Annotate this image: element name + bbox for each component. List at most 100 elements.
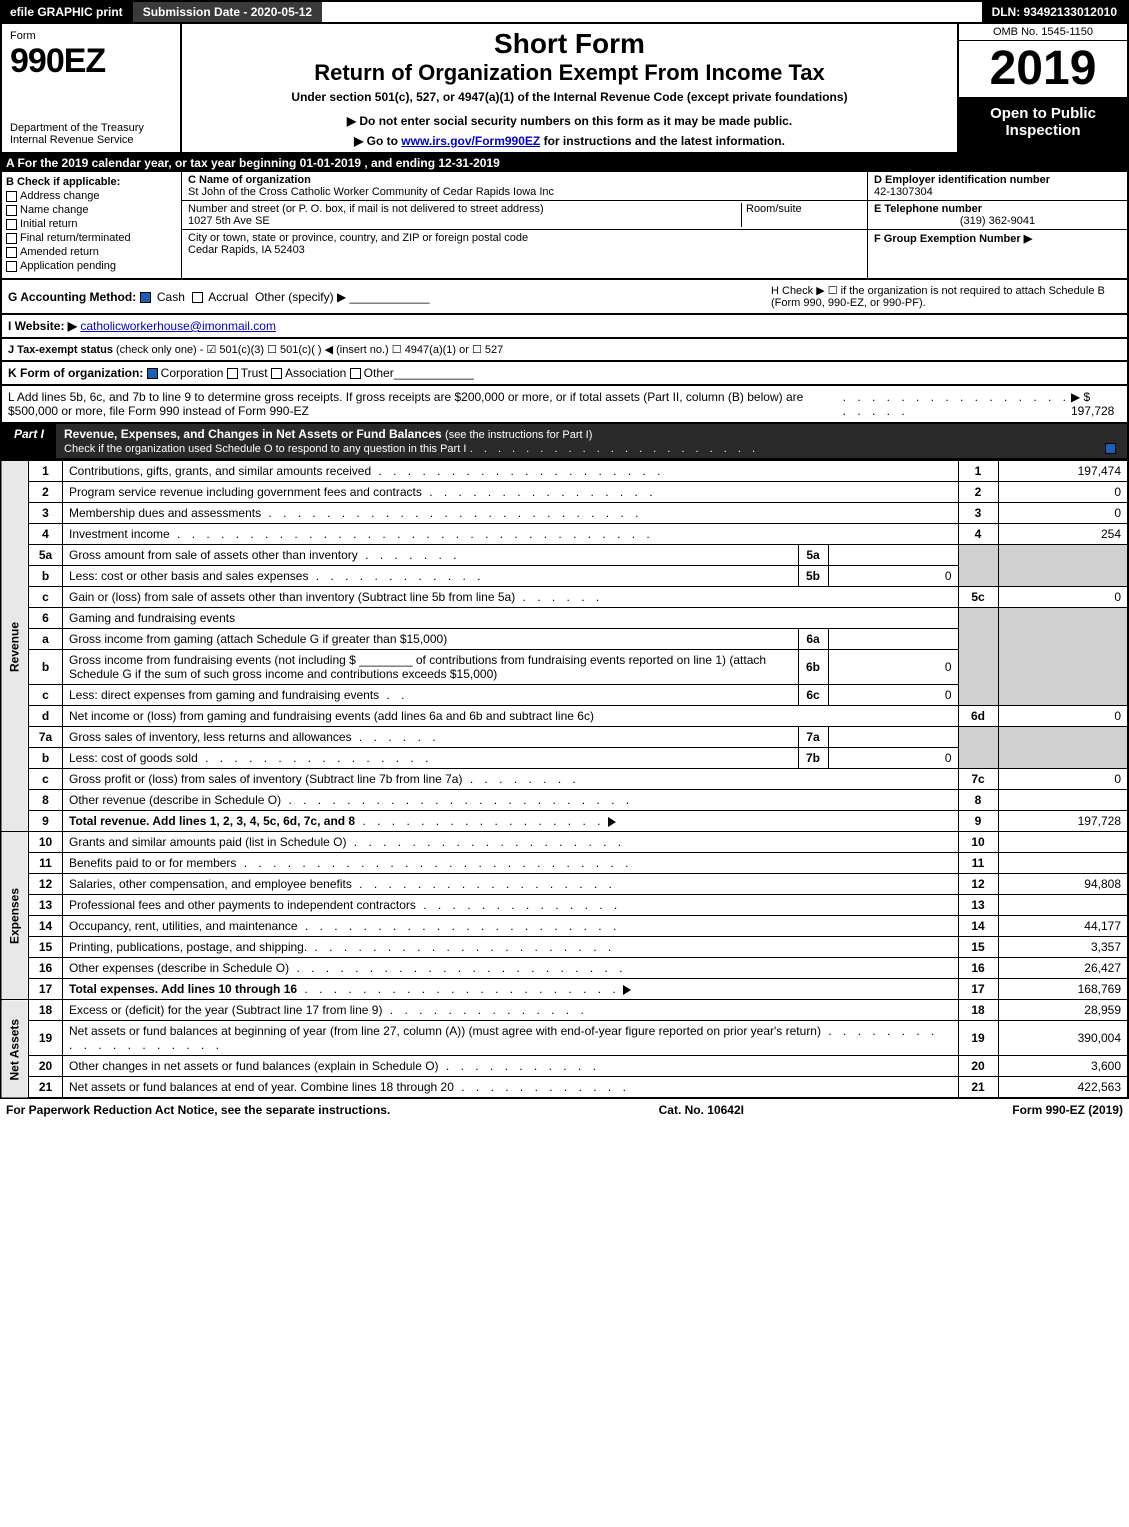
form-label: Form (10, 30, 172, 42)
k-label: K Form of organization: (8, 366, 143, 380)
line-16: 16 Other expenses (describe in Schedule … (1, 958, 1128, 979)
cb-trust[interactable] (227, 368, 238, 379)
g-accounting: G Accounting Method: Cash Accrual Other … (8, 290, 430, 304)
cb-cash[interactable] (140, 292, 151, 303)
city: Cedar Rapids, IA 52403 (188, 244, 305, 256)
cb-association[interactable] (271, 368, 282, 379)
city-label: City or town, state or province, country… (188, 232, 528, 244)
header-left: Form 990EZ Department of the Treasury In… (2, 24, 182, 152)
c-city-row: City or town, state or province, country… (182, 230, 867, 258)
footer-left: For Paperwork Reduction Act Notice, see … (6, 1103, 390, 1117)
under-section: Under section 501(c), 527, or 4947(a)(1)… (190, 90, 949, 104)
j-detail: (check only one) - ☑ 501(c)(3) ☐ 501(c)(… (116, 343, 503, 356)
submission-date: Submission Date - 2020-05-12 (133, 2, 322, 22)
form-number: 990EZ (10, 42, 172, 81)
line-6d: d Net income or (loss) from gaming and f… (1, 706, 1128, 727)
line-3: 3 Membership dues and assessments . . . … (1, 503, 1128, 524)
accrual-label: Accrual (208, 290, 248, 304)
goto-prefix: ▶ Go to (354, 134, 401, 148)
cb-schedule-o[interactable] (1105, 443, 1116, 454)
line-7a: 7a Gross sales of inventory, less return… (1, 727, 1128, 748)
e-label: E Telephone number (874, 203, 982, 215)
line-9: 9 Total revenue. Add lines 1, 2, 3, 4, 5… (1, 811, 1128, 832)
line-12: 12 Salaries, other compensation, and emp… (1, 874, 1128, 895)
dots: . . . . . . . . . . . . . . . . . . . . … (843, 390, 1071, 418)
return-title: Return of Organization Exempt From Incom… (190, 60, 949, 86)
cb-accrual[interactable] (192, 292, 203, 303)
department: Department of the Treasury Internal Reve… (10, 122, 172, 146)
cash-label: Cash (157, 290, 185, 304)
line-7c: c Gross profit or (loss) from sales of i… (1, 769, 1128, 790)
c-name-row: C Name of organization St John of the Cr… (182, 172, 867, 201)
lines-table: Revenue 1 Contributions, gifts, grants, … (0, 460, 1129, 1099)
line-2: 2 Program service revenue including gove… (1, 482, 1128, 503)
line-19: 19 Net assets or fund balances at beginn… (1, 1021, 1128, 1056)
line-10: Expenses 10 Grants and similar amounts p… (1, 832, 1128, 853)
line-6: 6 Gaming and fundraising events (1, 608, 1128, 629)
line-8: 8 Other revenue (describe in Schedule O)… (1, 790, 1128, 811)
row-l-gross-receipts: L Add lines 5b, 6c, and 7b to line 9 to … (0, 386, 1129, 424)
expenses-side-label: Expenses (1, 832, 29, 1000)
row-j-tax-exempt: J Tax-exempt status (check only one) - ☑… (0, 339, 1129, 362)
line-20: 20 Other changes in net assets or fund b… (1, 1056, 1128, 1077)
goto-suffix: for instructions and the latest informat… (544, 134, 785, 148)
c-address-row: Number and street (or P. O. box, if mail… (182, 201, 867, 230)
footer-mid: Cat. No. 10642I (659, 1103, 744, 1117)
h-check: H Check ▶ ☐ if the organization is not r… (771, 284, 1121, 309)
section-bcd: B Check if applicable: Address change Na… (0, 172, 1129, 280)
line-4: 4 Investment income . . . . . . . . . . … (1, 524, 1128, 545)
d-ein: D Employer identification number 42-1307… (868, 172, 1127, 201)
website-link[interactable]: catholicworkerhouse@imonmail.com (80, 319, 276, 333)
irs-link[interactable]: www.irs.gov/Form990EZ (401, 134, 540, 148)
header-right: OMB No. 1545-1150 2019 Open to Public In… (957, 24, 1127, 152)
f-group: F Group Exemption Number ▶ (868, 230, 1127, 247)
arrow-icon (623, 985, 631, 995)
line-11: 11 Benefits paid to or for members . . .… (1, 853, 1128, 874)
form-header: Form 990EZ Department of the Treasury In… (0, 24, 1129, 154)
header-center: Short Form Return of Organization Exempt… (182, 24, 957, 152)
cb-address-change[interactable]: Address change (6, 190, 177, 202)
i-label: I Website: ▶ (8, 319, 77, 333)
omb-number: OMB No. 1545-1150 (959, 24, 1127, 41)
row-k-form-org: K Form of organization: Corporation Trus… (0, 362, 1129, 386)
arrow-icon (608, 817, 616, 827)
cb-application-pending[interactable]: Application pending (6, 260, 177, 272)
j-label: J Tax-exempt status (8, 344, 113, 356)
addr-label: Number and street (or P. O. box, if mail… (188, 203, 544, 215)
cb-final-return[interactable]: Final return/terminated (6, 232, 177, 244)
cb-name-change[interactable]: Name change (6, 204, 177, 216)
cb-initial-return[interactable]: Initial return (6, 218, 177, 230)
g-label: G Accounting Method: (8, 290, 136, 304)
org-name: St John of the Cross Catholic Worker Com… (188, 186, 554, 198)
line-14: 14 Occupancy, rent, utilities, and maint… (1, 916, 1128, 937)
part-1-header: Part I Revenue, Expenses, and Changes in… (0, 424, 1129, 460)
addr: 1027 5th Ave SE (188, 215, 270, 227)
part-1-title: Revenue, Expenses, and Changes in Net As… (56, 424, 1127, 458)
top-bar: efile GRAPHIC print Submission Date - 20… (0, 0, 1129, 24)
b-title: B Check if applicable: (6, 176, 177, 188)
row-i-website: I Website: ▶ catholicworkerhouse@imonmai… (0, 315, 1129, 339)
column-d: D Employer identification number 42-1307… (867, 172, 1127, 278)
line-21: 21 Net assets or fund balances at end of… (1, 1077, 1128, 1099)
ein: 42-1307304 (874, 186, 933, 198)
other-label: Other (specify) ▶ (255, 290, 346, 304)
line-1: Revenue 1 Contributions, gifts, grants, … (1, 461, 1128, 482)
line-5a: 5a Gross amount from sale of assets othe… (1, 545, 1128, 566)
part-1-tag: Part I (2, 424, 56, 458)
revenue-side-label: Revenue (1, 461, 29, 832)
tax-year: 2019 (959, 41, 1127, 99)
room-suite: Room/suite (741, 203, 861, 227)
assoc-label: Association (285, 366, 346, 380)
netassets-side-label: Net Assets (1, 1000, 29, 1099)
other-org-label: Other (364, 366, 394, 380)
open-to-public: Open to Public Inspection (959, 99, 1127, 152)
goto-note: ▶ Go to www.irs.gov/Form990EZ for instru… (190, 134, 949, 148)
line-13: 13 Professional fees and other payments … (1, 895, 1128, 916)
corp-label: Corporation (161, 366, 224, 380)
cb-other-org[interactable] (350, 368, 361, 379)
d-label: D Employer identification number (874, 174, 1050, 186)
efile-print-button[interactable]: efile GRAPHIC print (2, 2, 133, 22)
cb-amended-return[interactable]: Amended return (6, 246, 177, 258)
cb-corporation[interactable] (147, 368, 158, 379)
dln: DLN: 93492133012010 (982, 2, 1127, 22)
